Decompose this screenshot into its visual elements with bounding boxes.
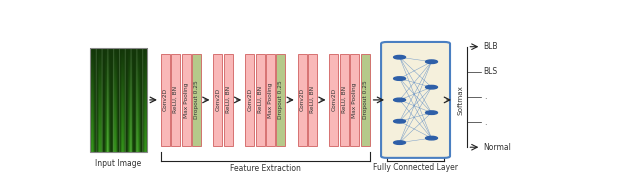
Text: Dropout 0.25: Dropout 0.25: [194, 80, 199, 119]
Text: Conv2D: Conv2D: [300, 88, 305, 112]
Bar: [90, 48, 147, 152]
Bar: [161, 54, 170, 146]
Text: ReLU, BN: ReLU, BN: [257, 86, 262, 113]
Circle shape: [394, 141, 406, 144]
Text: Fully Connected Layer: Fully Connected Layer: [373, 164, 458, 172]
Circle shape: [426, 136, 438, 140]
Bar: [172, 54, 180, 146]
Circle shape: [426, 111, 438, 114]
Text: Dropout 0.25: Dropout 0.25: [363, 80, 368, 119]
Text: .: .: [484, 118, 486, 127]
Bar: [182, 54, 191, 146]
Circle shape: [394, 55, 406, 59]
Bar: [330, 54, 339, 146]
Bar: [308, 54, 317, 146]
Text: Max Pooling: Max Pooling: [352, 82, 357, 118]
Text: ReLU, BN: ReLU, BN: [173, 86, 178, 113]
Bar: [224, 54, 233, 146]
Bar: [213, 54, 222, 146]
Bar: [192, 54, 201, 146]
Bar: [361, 54, 370, 146]
Text: Softmax: Softmax: [458, 85, 463, 115]
Text: Max Pooling: Max Pooling: [268, 82, 273, 118]
Text: .: .: [484, 93, 486, 101]
Bar: [245, 54, 254, 146]
Text: BLB: BLB: [484, 42, 499, 51]
Text: Normal: Normal: [484, 143, 511, 152]
Circle shape: [394, 119, 406, 123]
Text: Max Pooling: Max Pooling: [184, 82, 189, 118]
Text: Input Image: Input Image: [95, 159, 141, 168]
Text: ReLU, BN: ReLU, BN: [310, 86, 315, 113]
Bar: [350, 54, 359, 146]
Bar: [340, 54, 349, 146]
Text: BLS: BLS: [484, 67, 498, 76]
Text: Feature Extraction: Feature Extraction: [230, 164, 301, 173]
Circle shape: [426, 60, 438, 64]
Bar: [298, 54, 307, 146]
Circle shape: [394, 77, 406, 80]
Text: Conv2D: Conv2D: [163, 88, 168, 112]
FancyBboxPatch shape: [381, 42, 450, 158]
Bar: [255, 54, 264, 146]
Text: ReLU, BN: ReLU, BN: [342, 86, 347, 113]
Circle shape: [394, 98, 406, 102]
Text: Conv2D: Conv2D: [216, 88, 220, 112]
Text: Dropout 0.25: Dropout 0.25: [278, 80, 284, 119]
Bar: [276, 54, 285, 146]
Text: ReLU, BN: ReLU, BN: [226, 86, 231, 113]
Bar: [266, 54, 275, 146]
Text: Conv2D: Conv2D: [332, 88, 337, 112]
Text: Conv2D: Conv2D: [247, 88, 252, 112]
Circle shape: [426, 85, 438, 89]
